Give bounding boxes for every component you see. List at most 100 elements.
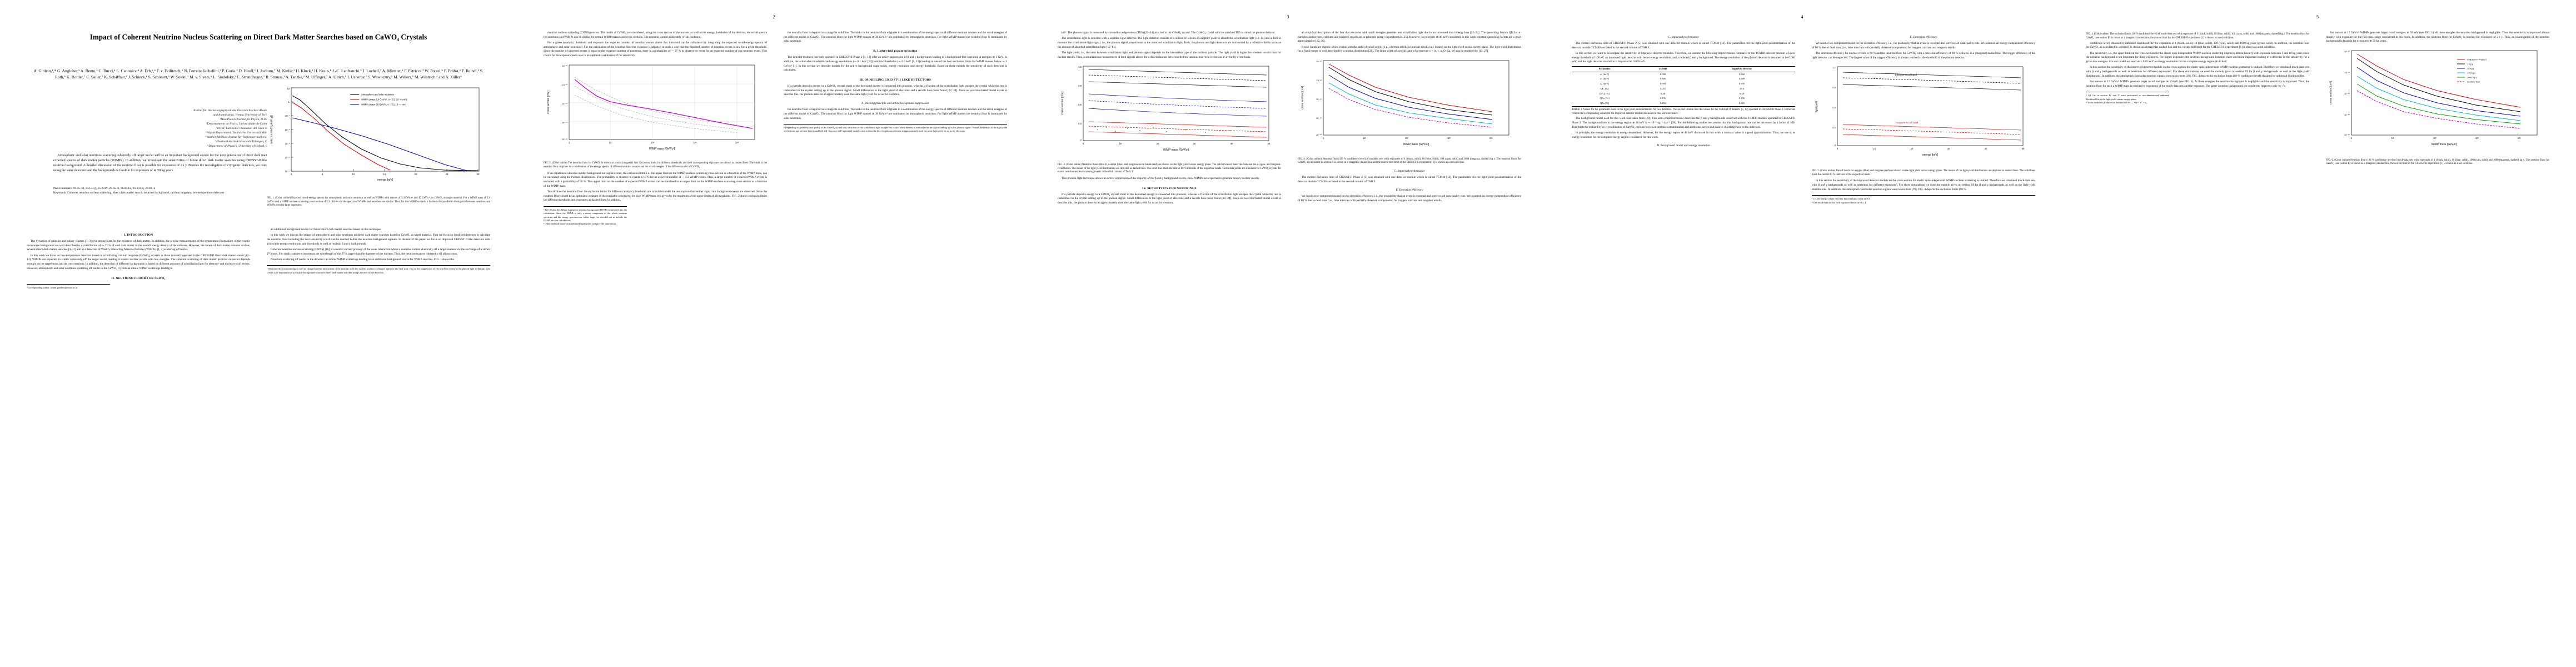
page5-column-2: For masses ≳ 15 GeV/c² WIMPs generate la…	[2326, 31, 2549, 648]
svg-text:10: 10	[2391, 137, 2394, 140]
table-row: σ₀ [keV] 0.090 0.060	[1600, 72, 1745, 76]
subsection-heading-efficiency: E. Detection efficiency	[1396, 188, 1423, 192]
svg-text:10⁴: 10⁴	[735, 141, 739, 144]
svg-text:20: 20	[1911, 147, 1914, 150]
cresst-ii-limit	[1328, 63, 1493, 112]
paragraph: To calculate the neutrino floor the excl…	[544, 190, 767, 202]
paragraph: The dynamics of galaxies and galaxy clus…	[27, 240, 250, 252]
paragraph: the neutrino floor is depicted as a mage…	[784, 108, 1007, 120]
figure-1-caption: FIG. 1. (Color online) Expected recoil-e…	[267, 197, 490, 207]
svg-text:10⁴: 10⁴	[2518, 137, 2522, 140]
svg-text:10⁻⁴⁴: 10⁻⁴⁴	[562, 102, 567, 105]
table-row: QFₒ [%] 13.61 10.6	[1600, 87, 1744, 90]
svg-text:10⁻⁴⁴: 10⁻⁴⁴	[2344, 92, 2350, 95]
figure-4-plot: 1 10 10² 10³ 10⁴ 10⁻⁴⁰ 10⁻⁴² 10⁻⁴⁴ 10⁻⁴⁶ 10⁻⁴⁸…	[1298, 56, 1521, 155]
footnote-7: ⁷ i.e., the energy where the error funct…	[1812, 197, 1871, 201]
paragraph: tail⁶. The phonon signal is measured by …	[1062, 31, 1275, 34]
limit-100kgy	[1328, 82, 1493, 125]
page-title: Impact of Coherent Neutrino Nucleus Scat…	[89, 33, 427, 41]
figure-2: 1 10 10² 10³ 10⁴ 10⁻⁴⁰ 10⁻⁴² 10⁻⁴⁴ 10⁻⁴⁶ 10⁻⁴⁸…	[544, 60, 767, 170]
ytick: 10⁻⁵	[285, 170, 290, 173]
author-list: A. Gütlein,¹,* G. Angloher,² A. Bento,³ …	[33, 68, 484, 80]
page-3: 3 tail⁶. The phonon signal is measured b…	[1031, 0, 1545, 667]
paragraph: The background model used for this work …	[1572, 117, 1795, 129]
pacs-numbers: PACS numbers: 95.35.+d, 13.15.+g, 25.30.…	[53, 187, 156, 190]
affiliation: ⁴INFN, Laboratori Nazionali del Gran Sas…	[216, 126, 301, 130]
footnote-block: ⁹ All fits in section IV and V were perf…	[2086, 92, 2169, 104]
svg-text:0.9: 0.9	[1832, 86, 1836, 89]
footnote-9: ⁹ All fits in section IV and V were perf…	[2086, 94, 2169, 101]
curve-neutrinos	[292, 95, 479, 171]
figure-5-ylabel: light yield	[1815, 101, 1818, 113]
svg-text:10⁴: 10⁴	[1489, 137, 1493, 140]
page2-column-1: neutrino nucleus scattering (CNNS) proce…	[544, 31, 767, 648]
legend-label: 1 kg y	[2467, 63, 2473, 66]
svg-text:10⁻⁴²: 10⁻⁴²	[2344, 71, 2350, 74]
paragraph: The sensitivity, i.e., the upper limit o…	[2086, 51, 2309, 64]
xtick: 15	[383, 173, 386, 176]
page-2: 2 neutrino nucleus scattering (CNNS) pro…	[517, 0, 1031, 667]
svg-text:0: 0	[1083, 142, 1084, 145]
svg-text:0.6: 0.6	[1078, 103, 1082, 106]
section-heading-modeling: III. MODELING CRESST-II LIKE DETECTORS	[859, 78, 931, 82]
affiliation: ²Max-Planck-Institut für Physik, D-80805…	[220, 117, 297, 121]
footnote-block: * corresponding author, achim.guetlein@o…	[27, 283, 110, 290]
pacs-block: PACS numbers: 95.35.+d, 13.15.+g, 25.30.…	[53, 187, 465, 196]
table-row: σ₁ [keV] 0.380 0.069	[1600, 77, 1745, 81]
keywords: Keywords: Coherent neutrino nucleus scat…	[53, 191, 225, 195]
legend-label: neutrino floor	[2467, 81, 2480, 83]
legend-label-wimp1: WIMPs (mass 5.4 GeV/c², σ = 5.2·10⁻⁴² cm…	[361, 98, 407, 101]
ytick: 10⁻³	[285, 142, 290, 145]
ytick: 1	[288, 101, 290, 103]
affiliation: and Atominstitut, Vienna University of T…	[213, 113, 304, 117]
svg-text:1: 1	[569, 141, 570, 144]
page1-column-2: an additional background source for futu…	[267, 228, 490, 650]
page-number: 4	[1801, 14, 1803, 19]
paragraph: In this work we discuss the impact of at…	[267, 233, 490, 246]
page-number: 3	[1287, 14, 1289, 19]
svg-text:30: 30	[1193, 142, 1196, 145]
exclusion-limit-3	[574, 94, 739, 133]
svg-text:0.6: 0.6	[1832, 106, 1836, 109]
affiliation: ⁶Walther-Meißner-Institut für Tieftemper…	[205, 135, 312, 139]
paragraph: an empirical description of the fact tha…	[1298, 31, 1521, 43]
svg-text:10⁻⁴⁶: 10⁻⁴⁶	[2344, 113, 2350, 116]
xtick: 10	[352, 173, 355, 176]
affiliation: ⁷Eberhard-Karls-Universität Tübingen, D-…	[215, 140, 302, 143]
svg-text:10³: 10³	[2475, 137, 2479, 140]
table-1: Parameter TCM40 Improved detector σ₀ [ke…	[1572, 66, 1795, 116]
curve-wimp-30gev	[292, 117, 467, 171]
paragraph: Neutrinos scattering off nuclei in the d…	[271, 257, 454, 261]
abstract: Atmospheric and solar neutrinos scatteri…	[53, 153, 465, 175]
table-header-cell: TCM40	[1658, 67, 1667, 70]
paragraph: For masses ≳ 15 GeV/c² WIMPs generate la…	[2086, 79, 2309, 88]
paragraph: If a particle deposits energy in a CaWO₄…	[1058, 192, 1281, 205]
paragraph: In principle, the energy resolution is e…	[1572, 131, 1795, 139]
table-1-grid: Parameter TCM40 Improved detector σ₀ [ke…	[1572, 66, 1795, 107]
svg-text:10⁻⁴⁰: 10⁻⁴⁰	[562, 64, 567, 67]
figure-4-ylabel: cross section [cm²]	[1301, 86, 1304, 109]
svg-text:10⁻⁴⁰: 10⁻⁴⁰	[1316, 60, 1322, 63]
svg-text:1: 1	[1323, 137, 1324, 140]
section-heading-sensitivity: IV. SENSITIVITY FOR NEUTRINOS	[1142, 186, 1197, 190]
figure-5-label-tungsten: Tungsten-recoil band	[1895, 121, 1919, 124]
paragraph: an additional background source for futu…	[271, 228, 382, 231]
legend-label: 10 kg y	[2467, 67, 2474, 70]
figure-1-plot: 0 5 10 15 20 25 30 10⁻⁵ 10⁻⁴ 10⁻³ 10⁻² 1…	[267, 83, 490, 192]
svg-text:0.3: 0.3	[1832, 126, 1836, 129]
page-4: 4 C. Improved performance The current ex…	[1545, 0, 2059, 667]
figure-2-plot: 1 10 10² 10³ 10⁴ 10⁻⁴⁰ 10⁻⁴² 10⁻⁴⁴ 10⁻⁴⁶ 10⁻⁴⁸…	[544, 60, 767, 158]
page-1: arXiv:1408.2357v2 [hep-ph] 17 Mar 2015 I…	[0, 0, 517, 667]
svg-text:0.3: 0.3	[1078, 122, 1082, 125]
figure-6-xlabel: WIMP mass [GeV/c²]	[2431, 143, 2458, 146]
table-row: QFᴡ [%] 0.196 0.196	[1600, 97, 1745, 100]
page4-column-1: C. Improved performance The current excl…	[1572, 31, 1795, 648]
limit-10kgy	[2356, 67, 2521, 117]
paragraph: If an experiment observes neither backgr…	[544, 171, 767, 188]
figure-5-caption: FIG. 5. (Color online) Recoil bands for …	[1812, 169, 2035, 176]
footnote-1: ¹ Neutrino-electron scattering as well a…	[267, 267, 490, 274]
table-row: σ₂ [keV] 0.005 0.005	[1600, 82, 1745, 86]
table-row: QFα [%] 0.256 0.065	[1572, 101, 1795, 107]
footnote-block: ⁴ Depending on geometry and quality of t…	[784, 124, 1007, 133]
limit-10kgy	[1328, 74, 1493, 120]
